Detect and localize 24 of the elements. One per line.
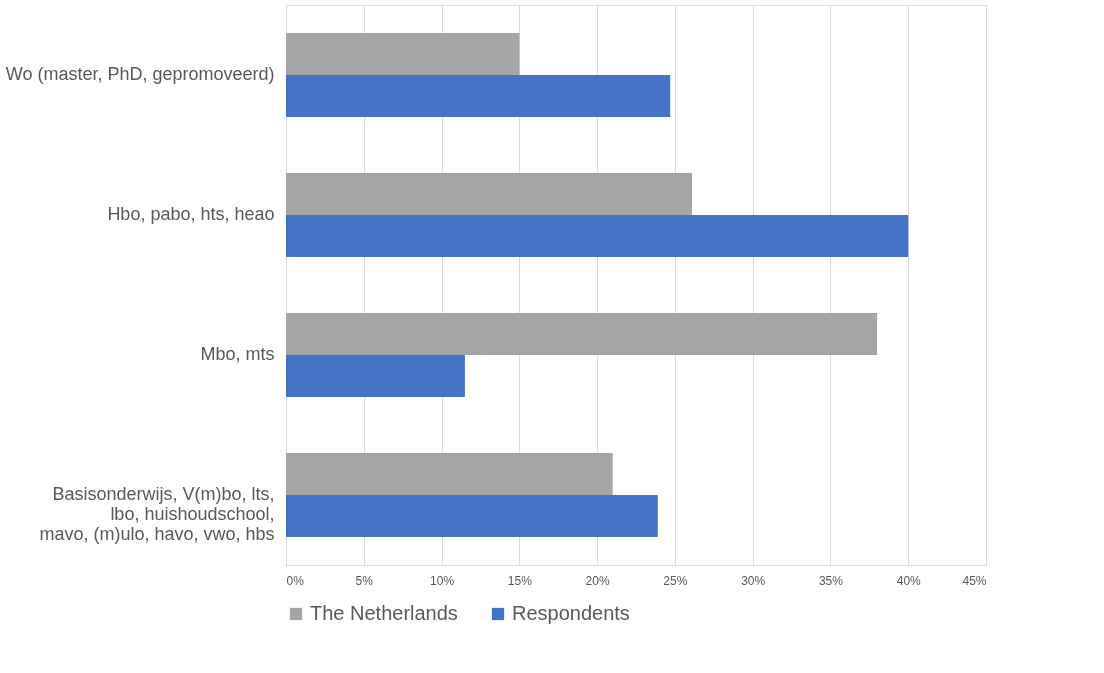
y-tick-label: Wo (master, PhD, gepromoveerd) — [5, 64, 275, 84]
bar — [286, 355, 465, 397]
y-tick-label: Mbo, mts — [200, 344, 275, 364]
x-tick-label: 0% — [286, 573, 305, 588]
x-tick-label: 25% — [663, 573, 688, 588]
legend-label: The Netherlands — [310, 602, 458, 624]
bar — [286, 75, 671, 117]
x-tick-label: 40% — [896, 573, 922, 588]
y-tick-label: Basisonderwijs, V(m)bo, lts, lbo, huishoudschool, mavo, (m)ulo, havo, vwo, hbs — [39, 484, 275, 544]
bar — [286, 33, 520, 75]
x-tick-label: 35% — [818, 573, 844, 588]
x-tick-label: 45% — [962, 573, 987, 588]
x-tick-label: 30% — [741, 573, 766, 588]
x-tick-label: 10% — [430, 573, 455, 588]
x-tick-label: 20% — [585, 573, 610, 588]
x-tick-label: 15% — [507, 573, 533, 588]
bar — [286, 173, 692, 215]
bar — [286, 215, 909, 257]
bar — [286, 313, 878, 355]
y-tick-label: Hbo, pabo, hts, heao — [107, 204, 275, 224]
bar — [286, 495, 658, 537]
legend-label: Respondents — [512, 602, 630, 624]
bar — [286, 453, 613, 495]
x-tick-label: 5% — [355, 573, 374, 588]
